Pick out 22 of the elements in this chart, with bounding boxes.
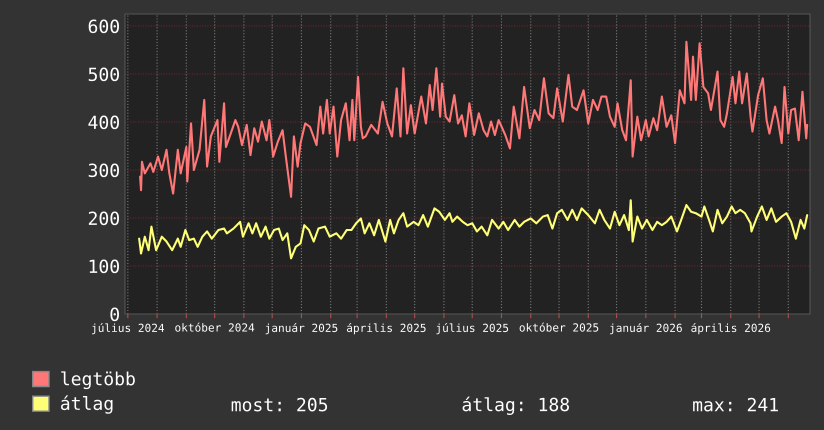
y-tick-label: 100 (90, 260, 119, 274)
x-tick-label: április 2026 (691, 323, 770, 334)
line-series (139, 40, 808, 198)
text: átlag: 188 (462, 396, 569, 415)
legend-label: legtöbb (61, 371, 135, 390)
text: max: 241 (693, 398, 778, 412)
text: most: 205 (232, 398, 328, 412)
y-tick-label: 400 (88, 116, 119, 130)
x-tick-label: október 2025 (520, 322, 598, 332)
y-tick-label: 200 (88, 212, 119, 226)
x-tick-label: július 2025 (436, 323, 508, 334)
x-tick-label: július 2024 (92, 323, 164, 334)
x-tick-label: január 2026 (610, 323, 682, 334)
x-tick-label: október 2024 (175, 322, 254, 332)
line-series (138, 199, 808, 260)
x-tick-label: április 2025 (346, 323, 426, 334)
y-tick-label: 300 (88, 164, 119, 178)
legend-label: átlag (60, 395, 112, 414)
y-tick-label: 600 (88, 20, 119, 34)
x-tick-label: január 2025 (266, 323, 338, 334)
y-tick-label: 0 (110, 308, 119, 322)
y-tick-label: 500 (88, 68, 119, 82)
